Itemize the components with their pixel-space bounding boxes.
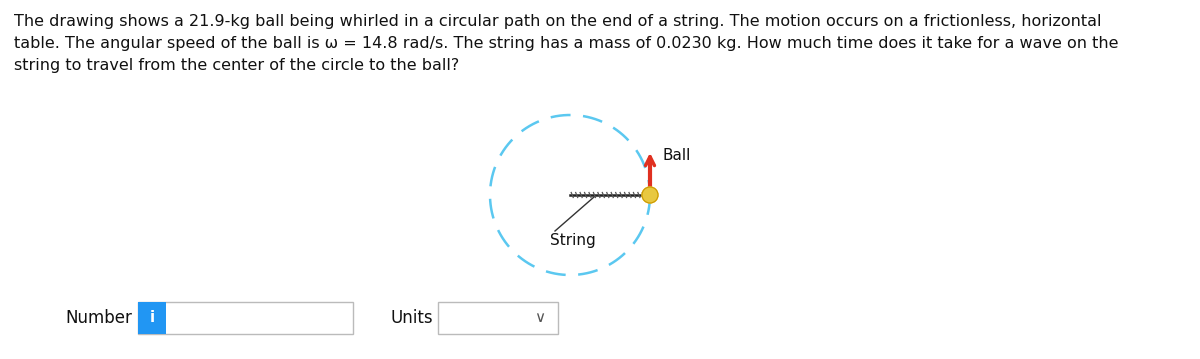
Text: table. The angular speed of the ball is ω = 14.8 rad/s. The string has a mass of: table. The angular speed of the ball is … bbox=[14, 36, 1118, 51]
Bar bbox=[138, 302, 353, 334]
Text: Number: Number bbox=[65, 309, 132, 327]
Bar bbox=[438, 302, 558, 334]
Text: ∨: ∨ bbox=[534, 311, 546, 326]
Bar bbox=[138, 302, 166, 334]
Circle shape bbox=[642, 187, 658, 203]
Text: Ball: Ball bbox=[662, 148, 690, 163]
Text: The drawing shows a 21.9-kg ball being whirled in a circular path on the end of : The drawing shows a 21.9-kg ball being w… bbox=[14, 14, 1102, 29]
Text: i: i bbox=[150, 311, 155, 326]
Text: Units: Units bbox=[390, 309, 433, 327]
Text: String: String bbox=[550, 233, 595, 248]
Text: string to travel from the center of the circle to the ball?: string to travel from the center of the … bbox=[14, 58, 460, 73]
